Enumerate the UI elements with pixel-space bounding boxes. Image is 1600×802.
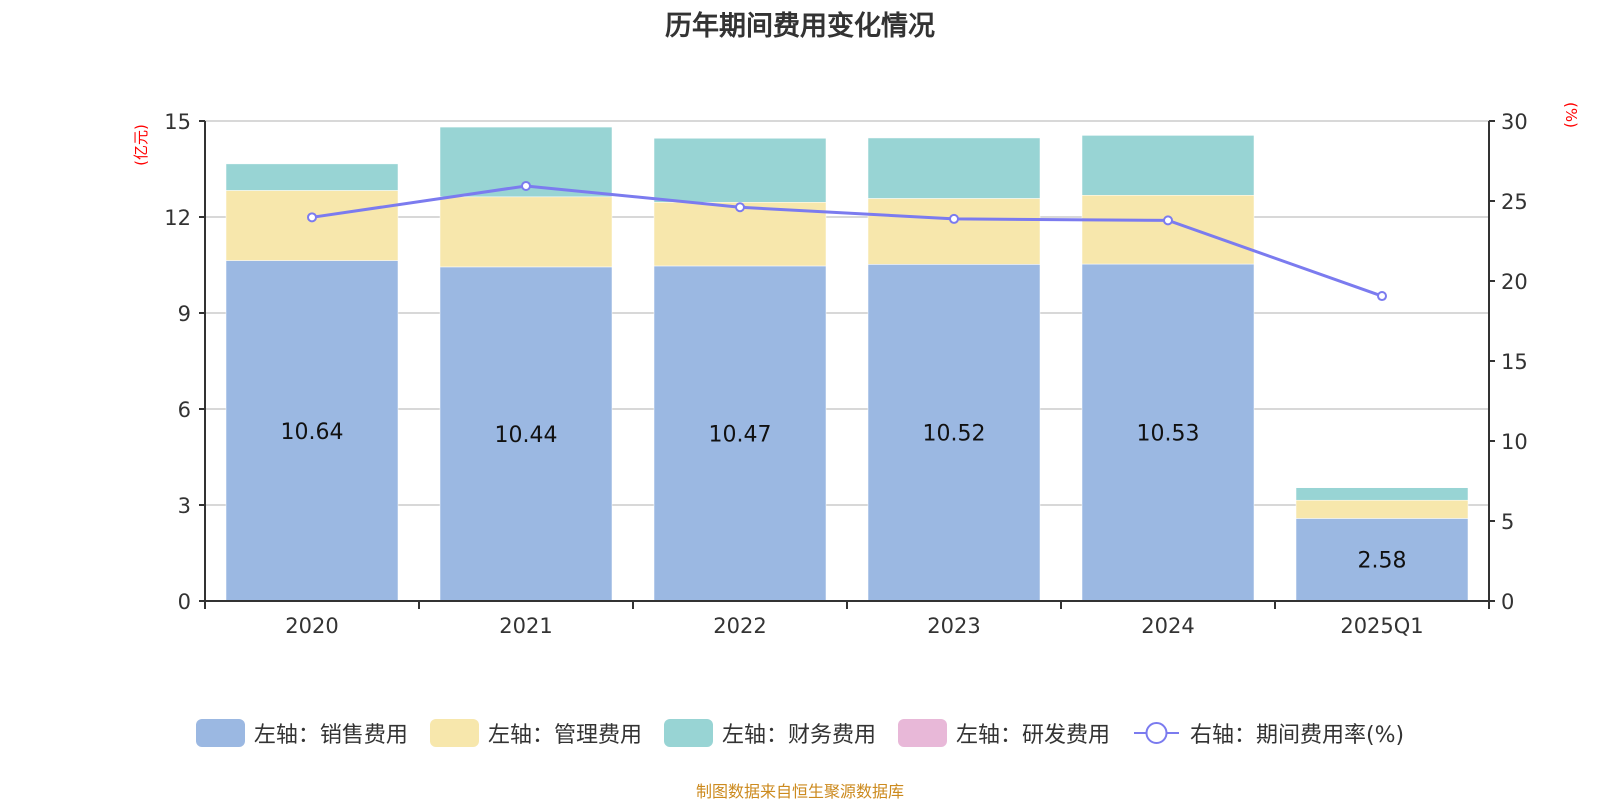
- gridlines: [205, 120, 1489, 506]
- legend-swatch: [429, 719, 479, 747]
- x-axis-tick-label: 2024: [1141, 614, 1194, 638]
- bar-segment: [867, 264, 1041, 602]
- rate-point: [307, 212, 317, 223]
- bar-group: [225, 126, 1469, 602]
- right-axis-tick-label: 15: [1501, 350, 1528, 374]
- x-axis-tick-label: 2023: [927, 614, 980, 638]
- left-axis-tick-label: 9: [178, 302, 191, 326]
- right-axis-tick-label: 25: [1501, 190, 1528, 214]
- bar-segment: [653, 265, 827, 602]
- bar-segment: [225, 190, 399, 261]
- x-axis-tick-label: 2020: [285, 614, 338, 638]
- right-axis-tick-label: 30: [1501, 110, 1528, 134]
- legend-label: 左轴：管理费用: [487, 723, 642, 748]
- bar-data-label: 10.53: [1137, 422, 1200, 447]
- x-axis-tick-label: 2022: [713, 614, 766, 638]
- x-axis-tick-label: 2025Q1: [1340, 614, 1423, 638]
- bar-segment: [225, 260, 399, 602]
- left-axis-tick-label: 6: [178, 398, 191, 422]
- legend-item[interactable]: 左轴：管理费用: [429, 717, 642, 749]
- legend-label: 左轴：财务费用: [721, 723, 876, 748]
- left-axis-tick-label: 15: [164, 110, 191, 134]
- rate-point: [735, 202, 745, 213]
- bar-segment: [653, 202, 827, 267]
- legend-line-marker-icon: [1132, 719, 1181, 747]
- legend: 左轴：销售费用 左轴：管理费用 左轴：财务费用 左轴：研发费用 右轴：期间费用率(%): [0, 717, 1600, 749]
- bar-segment: [653, 138, 827, 203]
- legend-swatch: [663, 719, 713, 747]
- legend-swatch: [897, 719, 947, 747]
- left-axis-tick-label: 3: [178, 494, 191, 518]
- legend-label: 左轴：研发费用: [955, 723, 1110, 748]
- bar-segment: [1081, 194, 1255, 265]
- rate-point: [521, 180, 531, 191]
- legend-label: 右轴：期间费用率(%): [1189, 723, 1405, 748]
- bar-data-label: 10.64: [281, 420, 344, 445]
- right-axis-tick-label: 5: [1501, 510, 1514, 534]
- axes: 0 3 6 9 12 15 0 5 10 15 20 25 30 2020 2021 2022 2023 2024…: [164, 110, 1527, 638]
- bar-segment: [1295, 487, 1469, 501]
- bar-segment: [1295, 499, 1469, 519]
- legend-item[interactable]: 右轴：期间费用率(%): [1132, 717, 1404, 749]
- right-axis-tick-label: 10: [1501, 430, 1528, 454]
- rate-point: [949, 213, 959, 224]
- x-axis-tick-label: 2021: [499, 614, 552, 638]
- right-axis-tick-label: 20: [1501, 270, 1528, 294]
- legend-item[interactable]: 左轴：研发费用: [897, 717, 1110, 749]
- chart-title: 历年期间费用变化情况: [665, 11, 935, 42]
- bar-segment: [867, 137, 1041, 199]
- bar-segment: [225, 163, 399, 191]
- source-note: 制图数据来自恒生聚源数据库: [695, 782, 904, 801]
- bar-data-label: 2.58: [1358, 549, 1407, 574]
- left-axis-tick-label: 0: [178, 590, 191, 614]
- rate-point: [1163, 215, 1173, 226]
- rate-point: [1377, 291, 1387, 302]
- right-axis-tick-label: 0: [1501, 590, 1514, 614]
- bar-data-label: 10.44: [495, 423, 558, 448]
- right-axis-unit: (%): [1562, 102, 1580, 128]
- legend-swatch: [195, 719, 245, 747]
- label-group: 10.64 10.44 10.47 10.52 10.53 2.58: [281, 420, 1407, 574]
- legend-label: 左轴：销售费用: [253, 723, 408, 748]
- bar-segment: [867, 198, 1041, 265]
- bar-data-label: 10.47: [709, 422, 772, 447]
- line-series: [307, 180, 1387, 302]
- left-axis-unit: (亿元): [132, 124, 150, 166]
- bar-segment: [439, 266, 613, 602]
- bar-segment: [1295, 518, 1469, 602]
- legend-item[interactable]: 左轴：销售费用: [195, 717, 408, 749]
- left-axis-tick-label: 12: [164, 206, 191, 230]
- bar-segment: [439, 196, 613, 268]
- rate-line: [311, 184, 1383, 298]
- bar-segment: [1081, 135, 1255, 196]
- legend-item[interactable]: 左轴：财务费用: [663, 717, 876, 749]
- bar-data-label: 10.52: [923, 422, 986, 447]
